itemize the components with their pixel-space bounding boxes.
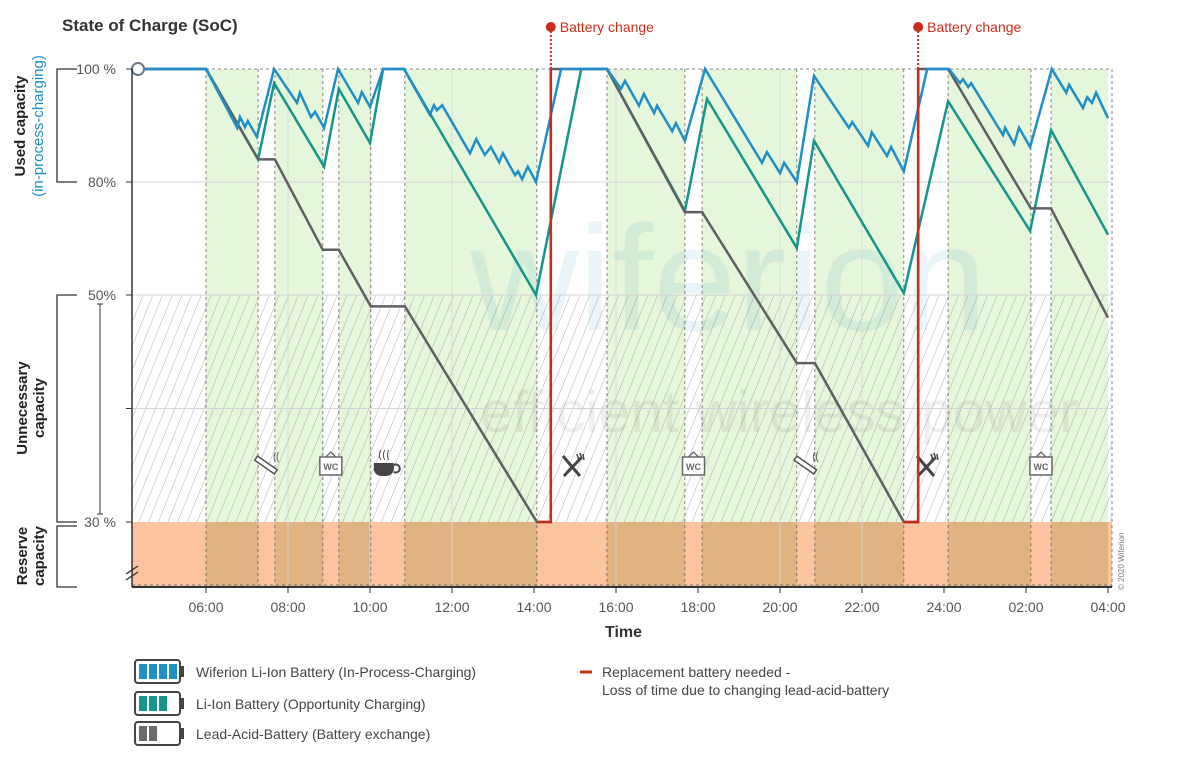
wc-icon-label: WC — [1033, 462, 1048, 472]
cutlery-icon — [561, 452, 585, 478]
y-tick-label: 80% — [88, 174, 116, 190]
watermark-logo: wiferion efficient wireless power — [469, 194, 1079, 445]
work-period-reserve — [814, 522, 904, 587]
coffee-icon — [373, 449, 401, 476]
start-point — [131, 62, 145, 76]
range-indicator — [97, 303, 103, 515]
marker-dot — [913, 22, 924, 32]
x-tick-label: 06:00 — [188, 599, 223, 615]
legend-label: Lead-Acid-Battery (Battery exchange) — [196, 726, 430, 742]
battery-change-label: Battery change — [927, 19, 1021, 35]
work-period-reserve — [1051, 522, 1108, 587]
wc-icon-label: WC — [323, 462, 338, 472]
x-tick-label: 02:00 — [1008, 599, 1043, 615]
wc-icon: WC — [681, 451, 706, 476]
work-period-reserve — [274, 522, 323, 587]
legend-item-lead-acid: Lead-Acid-Battery (Battery exchange) — [134, 721, 430, 746]
work-period-reserve — [702, 522, 797, 587]
cutlery-icon — [915, 452, 939, 478]
y-tick-label: 100 % — [76, 61, 116, 77]
unnecessary-capacity-bracket — [56, 294, 77, 523]
battery-full-icon — [134, 659, 184, 684]
x-tick-label: 24:00 — [926, 599, 961, 615]
zone-label-used: Used capacity — [12, 75, 29, 177]
work-period-reserve — [338, 522, 371, 587]
wc-icon: WC — [1029, 451, 1053, 476]
series-line-0 — [132, 65, 1110, 186]
reserve-capacity-bracket — [56, 525, 77, 588]
battery-change-marker: Battery change — [913, 19, 1022, 69]
battery-three-quarter-icon — [134, 691, 184, 716]
work-period-reserve — [606, 522, 685, 587]
work-period-reserve — [948, 522, 1031, 587]
work-period-reserve — [206, 522, 259, 587]
svg-text:wiferion: wiferion — [469, 194, 987, 362]
x-tick-label: 12:00 — [434, 599, 469, 615]
legend-label: Replacement battery needed - — [602, 664, 791, 680]
battery-change-label: Battery change — [560, 19, 654, 35]
x-tick-label: 04:00 — [1090, 599, 1125, 615]
zone-label-reserve: Reservecapacity — [14, 525, 48, 586]
zone-label-unnecessary: Unnecessarycapacity — [14, 361, 48, 455]
legend-label: Wiferion Li-Ion Battery (In-Process-Char… — [196, 664, 476, 680]
cigarette-icon — [253, 451, 279, 475]
replacement-line — [903, 69, 920, 524]
replacement-line — [536, 69, 553, 524]
x-tick-label: 18:00 — [680, 599, 715, 615]
axis-break-icon — [125, 565, 139, 581]
x-axis-title: Time — [605, 624, 642, 641]
legend-item-replacement: Replacement battery needed - Loss of tim… — [580, 664, 889, 698]
x-tick-label: 22:00 — [844, 599, 879, 615]
svg-text:efficient wireless power: efficient wireless power — [480, 380, 1079, 445]
y-tick-label: 50% — [88, 287, 116, 303]
cigarette-icon — [792, 451, 819, 475]
legend-item-opportunity: Li-Ion Battery (Opportunity Charging) — [134, 691, 426, 716]
legend-label: Loss of time due to changing lead-acid-b… — [602, 682, 889, 698]
legend: Wiferion Li-Ion Battery (In-Process-Char… — [134, 659, 889, 746]
used-capacity-bracket — [56, 68, 77, 183]
y-tick-label: 30 % — [84, 514, 116, 530]
copyright: © 2020 Wiferion — [1117, 533, 1126, 590]
wc-icon-label: WC — [686, 462, 701, 472]
battery-half-icon — [134, 721, 184, 746]
legend-label: Li-Ion Battery (Opportunity Charging) — [196, 696, 426, 712]
x-tick-label: 14:00 — [516, 599, 551, 615]
battery-change-marker: Battery change — [545, 19, 654, 69]
x-tick-label: 10:00 — [352, 599, 387, 615]
marker-dot — [545, 22, 556, 32]
zone-sublabel-used: (in-process-charging) — [30, 55, 47, 197]
legend-item-wiferion: Wiferion Li-Ion Battery (In-Process-Char… — [134, 659, 476, 684]
wc-icon: WC — [319, 451, 343, 476]
work-period-reserve — [404, 522, 537, 587]
chart-title: State of Charge (SoC) — [62, 16, 238, 35]
x-tick-label: 16:00 — [598, 599, 633, 615]
x-tick-label: 08:00 — [270, 599, 305, 615]
x-tick-label: 20:00 — [762, 599, 797, 615]
